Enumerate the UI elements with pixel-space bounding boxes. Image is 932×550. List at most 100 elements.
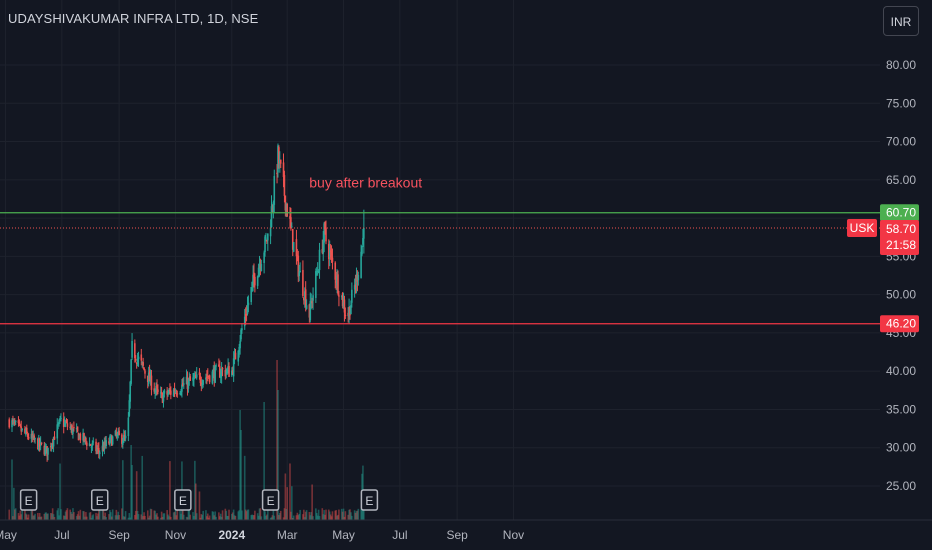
candle-body (253, 272, 255, 279)
candle-body (117, 431, 120, 434)
last-price-badge: 58.70 21:58 (880, 220, 919, 256)
candle-body (302, 269, 304, 296)
candle-body (200, 382, 203, 385)
earnings-marker[interactable]: E (90, 489, 109, 511)
volume-bar (243, 455, 246, 520)
candle-body (136, 358, 139, 363)
candle-body (128, 400, 131, 416)
candle-body (17, 420, 20, 424)
volume-bar (134, 510, 137, 520)
candle-body (83, 433, 85, 441)
volume-bar (234, 515, 237, 520)
volume-bar (65, 510, 68, 520)
volume-bar (271, 515, 274, 520)
candle-body (363, 228, 365, 239)
candle-body (331, 257, 334, 262)
candle-body (341, 292, 344, 307)
volume-bar (46, 513, 48, 520)
candle-body (98, 452, 101, 454)
volume-bar (109, 510, 111, 520)
candle-body (257, 267, 260, 278)
earnings-marker[interactable]: E (174, 489, 192, 511)
volume-bar (260, 516, 263, 520)
volume-bar (226, 515, 228, 520)
earnings-marker[interactable]: E (261, 489, 280, 511)
candle-body (110, 437, 113, 446)
candle-body (336, 275, 338, 286)
volume-bar (51, 508, 54, 520)
candle-body (79, 433, 82, 441)
candle-body (65, 421, 68, 423)
volume-bar (79, 509, 82, 520)
candle-body (175, 393, 178, 395)
volume-bar (325, 509, 327, 520)
volume-bar (134, 514, 136, 520)
volume-bar (311, 484, 313, 520)
volume-bar (244, 509, 247, 520)
support-badge-bg (880, 315, 919, 333)
volume-bar (338, 509, 340, 520)
candle-body (150, 375, 153, 390)
volume-bar (58, 515, 60, 520)
candle-body (76, 426, 79, 432)
volume-bar (103, 515, 106, 520)
candle-body (220, 369, 223, 377)
volume-bar (95, 512, 97, 520)
candle-body (185, 376, 188, 385)
candle-body (123, 435, 126, 437)
volume-bar (21, 509, 23, 520)
volume-bar (353, 510, 356, 520)
candle-body (122, 435, 125, 443)
candle-body (279, 159, 281, 163)
volume-bar (78, 515, 81, 520)
volume-bar (347, 514, 349, 520)
volume-bar (351, 515, 353, 520)
candle-body (258, 264, 261, 269)
currency-button[interactable]: INR (883, 6, 919, 36)
candle-body (271, 208, 274, 210)
candle-body (247, 302, 250, 306)
candle-body (127, 417, 130, 437)
candle-body (25, 429, 27, 435)
candle-body (309, 300, 312, 321)
y-tick-label: 30.00 (886, 441, 916, 455)
candle-body (245, 313, 248, 315)
volume-bar (195, 513, 198, 520)
candle-body (118, 430, 120, 435)
volume-bar (304, 511, 307, 520)
earnings-marker[interactable]: E (360, 489, 379, 511)
candle-body (95, 441, 97, 452)
volume-bar (322, 514, 325, 520)
volume-bar (199, 517, 202, 520)
candle-body (234, 352, 237, 360)
candle-body (272, 202, 275, 213)
candle-body (241, 328, 243, 331)
volume-bar (315, 508, 317, 520)
volume-bar (258, 508, 261, 520)
earnings-marker[interactable]: E (19, 489, 38, 511)
volume-bar (105, 517, 108, 520)
candle-body (85, 437, 87, 441)
candle-body (63, 422, 66, 426)
volume-bar (86, 516, 88, 520)
volume-bar (77, 511, 80, 520)
volume-bar (278, 515, 280, 520)
candle-body (69, 426, 71, 428)
volume-bar (114, 515, 117, 520)
volume-bar (97, 513, 99, 520)
volume-bar (317, 509, 320, 520)
volume-bar (348, 509, 350, 520)
volume-bar (111, 509, 114, 520)
volume-bar (238, 510, 240, 520)
candle-body (224, 370, 227, 377)
annotation-text: buy after breakout (309, 175, 422, 191)
candle-body (192, 377, 194, 381)
volume-bar (206, 516, 208, 520)
candle-body (322, 239, 325, 254)
candle-body (244, 314, 247, 317)
earnings-label: E (96, 494, 104, 508)
candle-body (343, 299, 346, 313)
candle-body (130, 359, 132, 384)
